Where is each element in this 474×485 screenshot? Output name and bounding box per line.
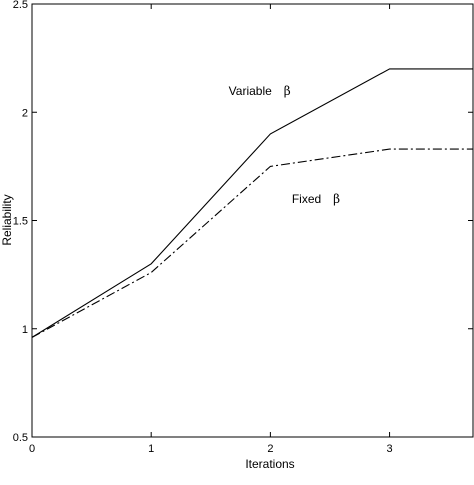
y-tick-label: 1.5	[13, 216, 28, 228]
axis-ticks: 0 1 2 3 0.5 1 1.5 2 2.5	[13, 0, 473, 455]
annotation-label: Variable	[229, 84, 272, 98]
x-tick-label: 1	[148, 443, 154, 455]
x-tick-label: 2	[267, 443, 273, 455]
y-tick-label: 0.5	[13, 432, 28, 444]
annotation-variable-beta: Variable β	[229, 84, 291, 98]
y-tick-label: 2	[22, 107, 28, 119]
y-tick-label: 1	[22, 324, 28, 336]
beta-symbol: β	[333, 192, 340, 206]
variable-beta-series-line	[31, 68, 473, 338]
annotation-label: Fixed	[292, 192, 321, 206]
beta-symbol: β	[284, 84, 291, 98]
y-tick-label: 2.5	[13, 0, 28, 11]
fixed-beta-series-line	[31, 148, 473, 338]
x-axis-label: Iterations	[245, 457, 294, 471]
x-tick-label: 3	[387, 443, 393, 455]
annotation-fixed-beta: Fixed β	[292, 192, 340, 206]
x-tick-label: 0	[29, 443, 35, 455]
y-axis-label: Reliability	[0, 194, 14, 245]
series-layer	[31, 68, 473, 338]
